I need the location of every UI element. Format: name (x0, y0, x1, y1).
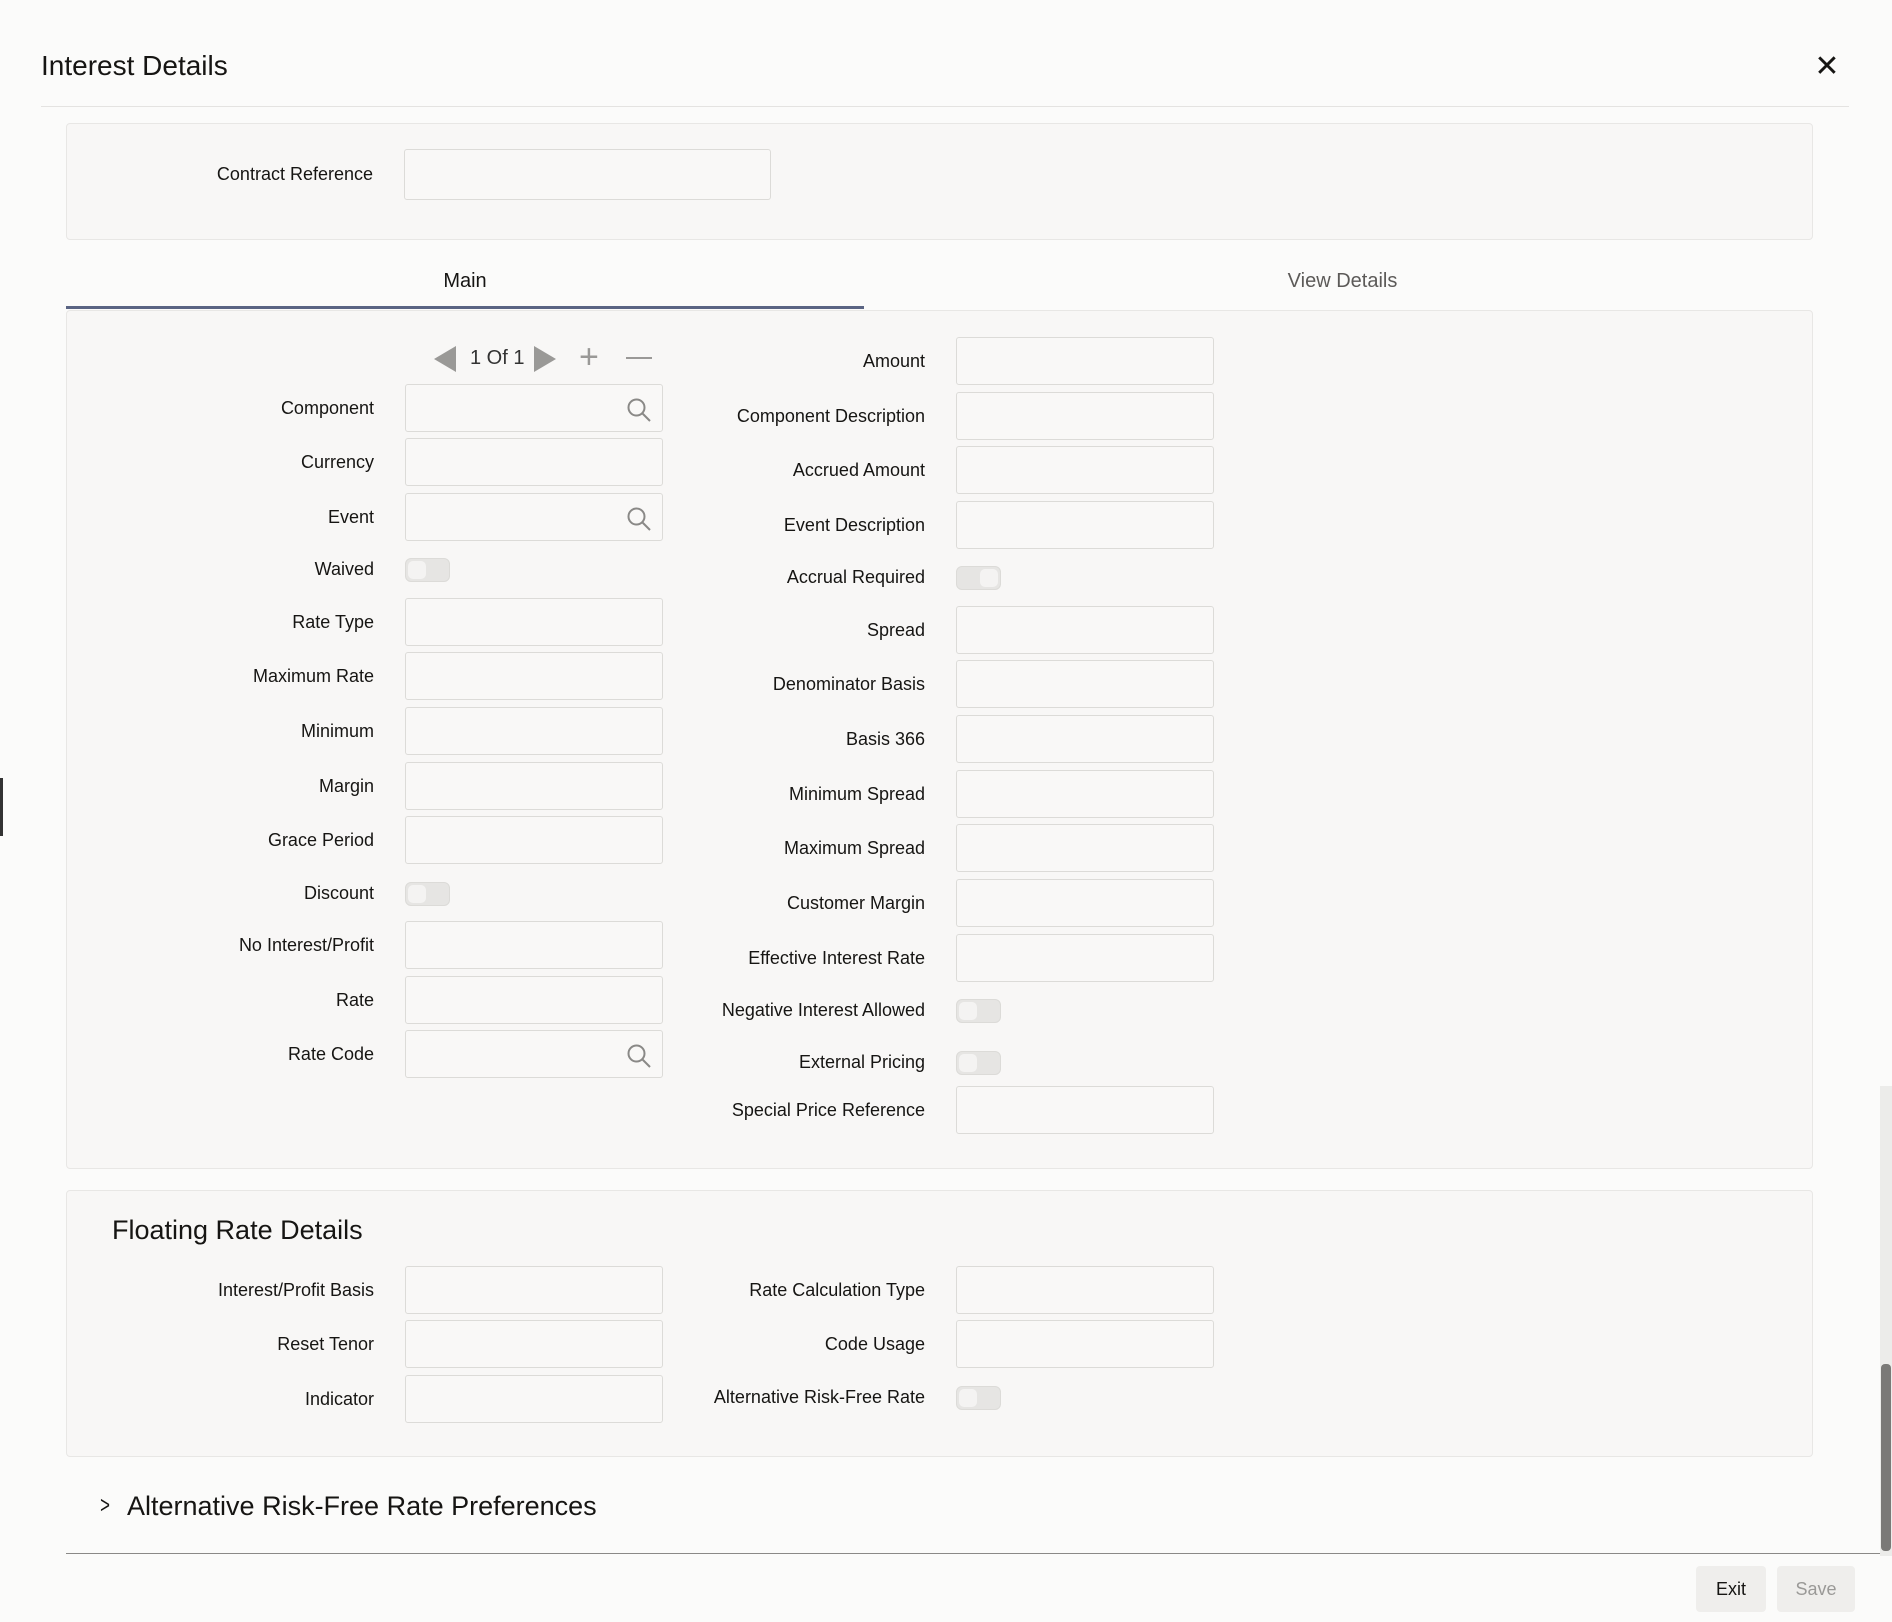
grace-period-input[interactable] (405, 816, 663, 864)
chevron-right-icon[interactable]: > (100, 1492, 110, 1519)
accrual-required-label: Accrual Required (786, 567, 925, 587)
negative-interest-allowed-toggle[interactable] (956, 999, 1001, 1023)
discount-toggle[interactable] (405, 882, 450, 906)
search-icon[interactable] (626, 506, 652, 537)
arfr-section-toggle[interactable]: Alternative Risk-Free Rate Preferences (127, 1491, 597, 1521)
rate-code-input[interactable] (405, 1030, 663, 1078)
external-pricing-label: External Pricing (798, 1052, 925, 1072)
waived-toggle[interactable] (405, 558, 450, 582)
tab-view-details[interactable]: View Details (1287, 270, 1398, 292)
floating-rate-title: Floating Rate Details (112, 1215, 363, 1245)
accrued-amount-label: Accrued Amount (792, 460, 925, 480)
pager: 1 Of 1 + (434, 340, 664, 374)
event-description-label: Event Description (783, 515, 925, 535)
component-description-input[interactable] (956, 392, 1214, 440)
rate-type-input[interactable] (405, 598, 663, 646)
margin-label: Margin (318, 776, 374, 796)
active-tab-indicator (66, 306, 864, 309)
rate-type-label: Rate Type (292, 612, 374, 632)
code-usage-input[interactable] (956, 1320, 1214, 1368)
pager-text: 1 Of 1 (470, 347, 525, 369)
interest-profit-basis-label: Interest/Profit Basis (217, 1280, 374, 1300)
rate-input[interactable] (405, 976, 663, 1024)
scrollbar-thumb[interactable] (1881, 1364, 1891, 1551)
delete-record-icon[interactable] (626, 357, 652, 359)
customer-margin-input[interactable] (956, 879, 1214, 927)
minimum-input[interactable] (405, 707, 663, 755)
search-icon[interactable] (626, 1043, 652, 1074)
currency-input[interactable] (405, 438, 663, 486)
negative-interest-allowed-label: Negative Interest Allowed (721, 1000, 925, 1020)
basis-366-input[interactable] (956, 715, 1214, 763)
currency-label: Currency (300, 452, 374, 472)
previous-record-icon[interactable] (434, 346, 456, 372)
contract-reference-input[interactable] (404, 149, 771, 200)
component-description-label: Component Description (736, 406, 925, 426)
denominator-basis-label: Denominator Basis (772, 674, 925, 694)
rate-code-label: Rate Code (287, 1044, 374, 1064)
maximum-spread-label: Maximum Spread (783, 838, 925, 858)
external-pricing-toggle[interactable] (956, 1051, 1001, 1075)
window-title: Interest Details (41, 50, 228, 81)
contract-panel (66, 123, 1813, 240)
minimum-label: Minimum (300, 721, 374, 741)
exit-button[interactable]: Exit (1696, 1566, 1766, 1612)
margin-input[interactable] (405, 762, 663, 810)
accrual-required-toggle[interactable] (956, 566, 1001, 590)
main-panel (66, 310, 1813, 1169)
reset-tenor-label: Reset Tenor (277, 1334, 374, 1354)
divider (41, 106, 1849, 107)
amount-input[interactable] (956, 337, 1214, 385)
minimum-spread-label: Minimum Spread (788, 784, 925, 804)
left-edge-marker (0, 778, 3, 836)
close-icon[interactable]: ✕ (1814, 50, 1840, 83)
component-input[interactable] (405, 384, 663, 432)
tab-main[interactable]: Main (443, 270, 487, 292)
maximum-spread-input[interactable] (956, 824, 1214, 872)
footer-divider (66, 1553, 1880, 1554)
maximum-rate-input[interactable] (405, 652, 663, 700)
no-interest-profit-input[interactable] (405, 921, 663, 969)
spread-label: Spread (866, 620, 925, 640)
effective-interest-rate-input[interactable] (956, 934, 1214, 982)
code-usage-label: Code Usage (824, 1334, 925, 1354)
effective-interest-rate-label: Effective Interest Rate (748, 948, 925, 968)
minimum-spread-input[interactable] (956, 770, 1214, 818)
next-record-icon[interactable] (534, 346, 556, 372)
reset-tenor-input[interactable] (405, 1320, 663, 1368)
component-label: Component (280, 398, 374, 418)
special-price-reference-label: Special Price Reference (731, 1100, 925, 1120)
waived-label: Waived (314, 559, 374, 579)
maximum-rate-label: Maximum Rate (252, 666, 374, 686)
basis-366-label: Basis 366 (845, 729, 925, 749)
special-price-reference-input[interactable] (956, 1086, 1214, 1134)
interest-profit-basis-input[interactable] (405, 1266, 663, 1314)
no-interest-profit-label: No Interest/Profit (238, 935, 374, 955)
search-icon[interactable] (626, 397, 652, 428)
accrued-amount-input[interactable] (956, 446, 1214, 494)
rate-label: Rate (335, 990, 374, 1010)
spread-input[interactable] (956, 606, 1214, 654)
event-input[interactable] (405, 493, 663, 541)
alternative-risk-free-rate-label: Alternative Risk-Free Rate (713, 1387, 925, 1407)
save-button[interactable]: Save (1777, 1566, 1855, 1612)
grace-period-label: Grace Period (267, 830, 374, 850)
amount-label: Amount (862, 351, 925, 371)
alternative-risk-free-rate-toggle[interactable] (956, 1386, 1001, 1410)
rate-calculation-type-label: Rate Calculation Type (749, 1280, 925, 1300)
customer-margin-label: Customer Margin (786, 893, 925, 913)
add-record-icon[interactable]: + (579, 338, 599, 376)
floating-rate-panel (66, 1190, 1813, 1457)
denominator-basis-input[interactable] (956, 660, 1214, 708)
indicator-label: Indicator (304, 1389, 374, 1409)
contract-reference-label: Contract Reference (216, 164, 373, 184)
discount-label: Discount (303, 883, 374, 903)
event-label: Event (327, 507, 374, 527)
rate-calculation-type-input[interactable] (956, 1266, 1214, 1314)
event-description-input[interactable] (956, 501, 1214, 549)
indicator-input[interactable] (405, 1375, 663, 1423)
